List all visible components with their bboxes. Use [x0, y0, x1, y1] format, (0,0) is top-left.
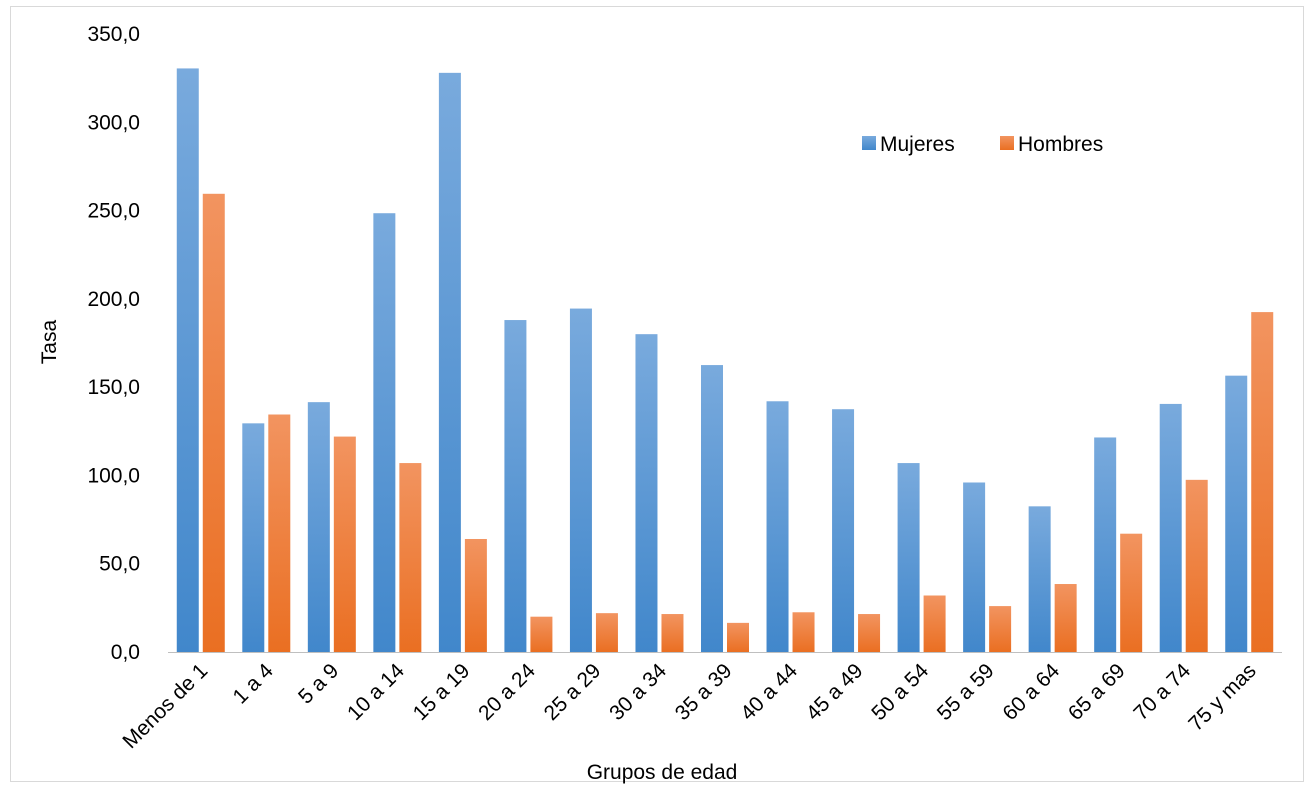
y-tick-label: 200,0	[87, 288, 140, 311]
x-tick-label: 30 a 34	[605, 659, 671, 725]
x-tick-label: 10 a 14	[343, 659, 409, 725]
x-tick-label: 60 a 64	[998, 659, 1064, 725]
bar-hombres	[792, 612, 815, 652]
x-tick-label: 65 a 69	[1064, 659, 1130, 725]
bar-mujeres	[1159, 403, 1182, 652]
y-axis-title: Tasa	[38, 320, 61, 365]
bar-hombres	[727, 622, 749, 652]
y-tick-label: 350,0	[87, 23, 140, 46]
bar-mujeres	[438, 72, 461, 653]
bar-mujeres	[1028, 506, 1051, 652]
y-tick-label: 150,0	[87, 376, 140, 399]
x-tick-label: 25 a 29	[540, 659, 606, 725]
bars-group	[176, 68, 1274, 653]
bar-hombres	[858, 614, 881, 652]
bar-hombres	[661, 614, 684, 652]
x-tick-label: 70 a 74	[1129, 659, 1195, 725]
legend-label-hombres: Hombres	[1018, 133, 1103, 156]
bar-hombres	[1054, 584, 1077, 652]
bar-hombres	[1120, 533, 1143, 652]
bar-mujeres	[701, 365, 723, 652]
bar-mujeres	[832, 409, 855, 652]
y-tick-label: 100,0	[87, 464, 140, 487]
bar-mujeres	[569, 308, 592, 652]
x-axis-ticks: Menos de 1 1 a 4 5 a 9 10 a 14 15 a 19 20 a 2…	[118, 659, 1260, 753]
bar-hombres	[1185, 479, 1208, 652]
bar-mujeres	[766, 401, 789, 652]
bar-mujeres	[1225, 375, 1248, 652]
x-axis-title: Grupos de edad	[587, 761, 738, 784]
bar-hombres	[268, 414, 291, 652]
x-tick-label: 50 a 54	[867, 659, 933, 725]
y-axis-ticks: 0,0 50,0 100,0 150,0 200,0 250,0 300,0 350,0	[87, 23, 140, 664]
x-tick-label: 55 a 59	[933, 659, 999, 725]
bar-mujeres	[504, 320, 527, 652]
bar-mujeres	[635, 334, 658, 652]
bar-hombres	[333, 436, 356, 652]
bar-mujeres	[307, 402, 330, 652]
x-tick-label: 15 a 19	[409, 659, 475, 725]
bar-hombres	[923, 595, 946, 652]
y-tick-label: 0,0	[111, 641, 140, 664]
y-tick-label: 250,0	[87, 200, 140, 223]
bar-mujeres	[242, 423, 265, 652]
bar-mujeres	[963, 482, 986, 652]
x-tick-label: 35 a 39	[671, 659, 737, 725]
bar-hombres	[464, 538, 487, 652]
bar-mujeres	[373, 213, 396, 652]
x-tick-label: 20 a 24	[474, 659, 540, 725]
legend-swatch-mujeres	[862, 136, 876, 150]
legend-label-mujeres: Mujeres	[880, 133, 955, 156]
x-tick-label: 1 a 4	[229, 659, 279, 709]
y-tick-label: 50,0	[99, 553, 140, 576]
bar-hombres	[595, 613, 618, 652]
bar-mujeres	[176, 68, 199, 653]
bar-mujeres	[1094, 437, 1117, 652]
x-tick-label: 75 y mas	[1184, 659, 1261, 736]
x-tick-label: 5 a 9	[294, 659, 343, 708]
legend-swatch-hombres	[1000, 136, 1014, 150]
bar-hombres	[989, 606, 1012, 652]
y-tick-label: 300,0	[87, 111, 140, 134]
bar-hombres	[399, 463, 422, 652]
bar-hombres	[202, 193, 225, 652]
x-tick-label: 40 a 44	[736, 659, 802, 725]
bar-mujeres	[897, 463, 920, 652]
x-tick-label: Menos de 1	[118, 659, 212, 753]
legend: Mujeres Hombres	[862, 133, 1103, 156]
bar-hombres	[1251, 312, 1274, 652]
x-tick-label: 45 a 49	[802, 659, 868, 725]
bar-hombres	[530, 616, 553, 652]
chart-frame	[10, 6, 1304, 782]
